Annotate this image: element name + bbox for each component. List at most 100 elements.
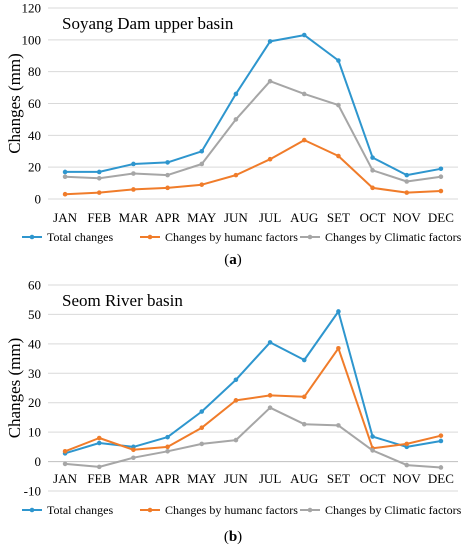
data-point xyxy=(165,434,170,440)
data-point xyxy=(62,448,68,454)
data-point xyxy=(165,185,170,191)
data-point xyxy=(233,117,239,122)
data-point xyxy=(336,423,341,428)
data-point xyxy=(336,153,341,159)
data-point xyxy=(404,179,410,184)
legend-label: Changes by Climatic factors xyxy=(325,503,462,517)
x-tick-label: FEB xyxy=(87,210,111,225)
chart-panel-b: -10 0 10 20 30 40 50 60 JAN FEB MAR APR MAY JUN JUL AUG… xyxy=(5,278,462,546)
data-point xyxy=(336,58,341,63)
data-point xyxy=(301,91,307,97)
data-point xyxy=(131,447,136,453)
data-point xyxy=(301,394,307,400)
y-tick-label: 10 xyxy=(28,425,41,440)
data-point xyxy=(404,190,410,195)
series-line xyxy=(65,34,442,177)
data-point xyxy=(165,448,170,454)
series-line xyxy=(64,347,442,453)
data-point xyxy=(233,398,239,403)
data-point xyxy=(96,435,102,441)
x-tick-label: JUL xyxy=(259,471,281,486)
data-point xyxy=(438,166,444,172)
x-tick-label: DEC xyxy=(428,210,454,225)
series-0 xyxy=(62,32,444,178)
data-point xyxy=(96,440,102,446)
x-tick-label: JUL xyxy=(259,210,281,225)
data-point xyxy=(370,185,375,191)
legend-label: Total changes xyxy=(47,503,113,517)
data-point xyxy=(370,448,375,453)
y-tick-label: 80 xyxy=(28,64,41,79)
y-tick-label: 100 xyxy=(22,32,42,47)
data-point xyxy=(267,340,273,345)
data-point xyxy=(199,441,205,447)
data-point xyxy=(301,137,307,143)
y-tick-label: 0 xyxy=(35,454,42,469)
y-tick-label: 20 xyxy=(28,160,41,175)
y-tick-label: 60 xyxy=(28,96,41,111)
data-point xyxy=(267,156,273,162)
x-tick-label: NOV xyxy=(393,471,422,486)
data-point xyxy=(438,465,444,470)
data-point xyxy=(301,357,307,363)
data-point xyxy=(336,102,341,108)
x-tick-label: MAY xyxy=(187,471,217,486)
x-tick-label: OCT xyxy=(360,210,386,225)
data-point xyxy=(62,174,68,180)
legend-marker xyxy=(147,507,153,513)
x-tick-label: MAR xyxy=(119,471,149,486)
series-2 xyxy=(62,405,444,470)
legend-item: Changes by humanc factors xyxy=(140,230,298,244)
y-tick-label: 30 xyxy=(28,366,41,381)
data-point xyxy=(199,148,205,154)
x-tick-label: FEB xyxy=(87,471,111,486)
legend-item: Total changes xyxy=(22,230,113,244)
x-tick-label: AUG xyxy=(290,210,318,225)
data-point xyxy=(96,464,102,470)
x-tick-label: JUN xyxy=(224,210,248,225)
legend-marker xyxy=(29,234,35,240)
legend-marker xyxy=(307,234,313,240)
x-tick-label: DEC xyxy=(428,471,454,486)
series-line xyxy=(65,139,441,196)
data-point xyxy=(165,444,170,450)
data-point xyxy=(370,434,375,439)
y-tick-label: 120 xyxy=(22,1,42,16)
legend-label: Changes by Climatic factors xyxy=(325,230,462,244)
series-line xyxy=(65,80,442,183)
series-line xyxy=(65,406,441,469)
legend-item: Changes by Climatic factors xyxy=(300,503,462,517)
data-point xyxy=(131,455,136,461)
panel-caption: (b) xyxy=(224,529,242,545)
data-point xyxy=(233,172,239,178)
y-tick-label: 40 xyxy=(28,336,41,351)
x-tick-label: SET xyxy=(327,210,350,225)
legend-item: Total changes xyxy=(22,503,113,517)
data-point xyxy=(438,438,444,444)
data-point xyxy=(62,461,68,467)
data-point xyxy=(336,345,341,351)
legend-marker xyxy=(147,234,153,240)
data-point xyxy=(438,188,444,194)
x-tick-label: SET xyxy=(327,471,350,486)
x-tick-label: MAY xyxy=(187,210,217,225)
series-line xyxy=(64,310,442,455)
legend-item: Changes by humanc factors xyxy=(140,503,298,517)
legend-label: Total changes xyxy=(47,230,113,244)
x-tick-label: NOV xyxy=(393,210,422,225)
x-tick-label: AUG xyxy=(290,471,318,486)
series-2 xyxy=(62,78,444,184)
data-point xyxy=(267,393,273,398)
data-point xyxy=(301,32,307,38)
y-tick-label: 0 xyxy=(35,192,42,207)
x-tick-label: APR xyxy=(155,210,181,225)
chart-title: Soyang Dam upper basin xyxy=(62,14,234,33)
data-point xyxy=(267,405,273,411)
data-point xyxy=(404,441,410,447)
x-tick-label: JAN xyxy=(53,210,77,225)
data-point xyxy=(165,172,170,178)
data-point xyxy=(96,169,102,175)
chart-panel-a: 0 20 40 60 80 100 120 JAN FEB MAR APR MAY JUN JUL AUG S… xyxy=(5,1,462,269)
data-point xyxy=(404,462,410,468)
